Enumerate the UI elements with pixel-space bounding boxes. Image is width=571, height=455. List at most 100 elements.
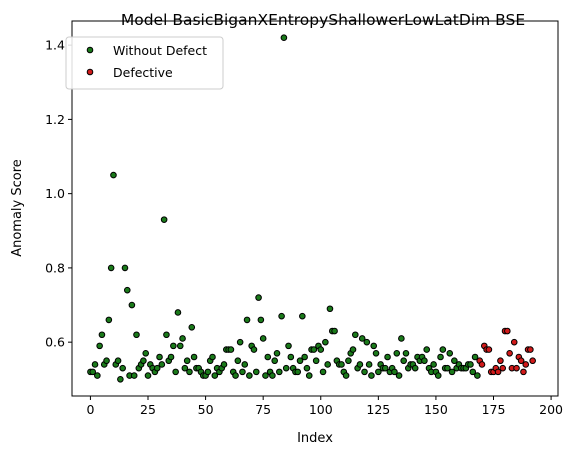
point-without-defect [444,364,451,372]
point-without-defect [282,364,290,372]
point-without-defect [324,361,331,368]
point-without-defect [434,372,442,379]
legend-box [65,36,224,90]
point-defective [506,350,513,357]
point-without-defect [365,361,373,368]
legend-marker-defective [86,68,94,76]
point-without-defect [391,368,398,376]
x-tick-label: 50 [198,402,214,417]
x-axis: 0 25 50 75 100 125 150 175 200 [86,396,563,417]
point-defective [510,338,518,346]
point-defective [522,361,530,368]
point-without-defect [227,346,235,353]
point-without-defect [398,335,405,342]
point-without-defect [278,312,285,320]
point-without-defect [172,368,179,376]
point-without-defect [94,372,101,379]
point-without-defect [204,368,212,376]
point-without-defect [179,335,186,342]
point-without-defect [262,372,269,379]
y-axis: 0.6 0.8 1.0 1.2 1.4 [45,38,72,350]
point-without-defect [384,353,391,361]
points-layer [87,34,536,383]
point-without-defect [239,368,246,376]
point-defective [485,346,493,353]
point-without-defect [400,357,407,365]
point-defective [520,368,527,376]
point-without-defect [211,372,219,379]
legend-label-defective: Defective [113,65,173,80]
point-without-defect [423,346,431,353]
point-without-defect [255,294,262,301]
y-axis-label: Anomaly Score [10,159,25,257]
point-without-defect [140,357,147,365]
point-without-defect [271,357,278,365]
point-without-defect [294,368,302,376]
point-without-defect [142,350,150,357]
point-without-defect [190,353,198,361]
point-without-defect [375,368,382,376]
point-without-defect [312,357,320,365]
x-tick-label: 75 [255,402,271,417]
point-without-defect [285,342,292,350]
point-without-defect [91,361,99,368]
point-without-defect [156,353,163,361]
x-tick-label: 100 [309,402,333,417]
point-without-defect [363,338,371,346]
point-without-defect [259,335,267,342]
point-without-defect [257,316,265,324]
x-tick-label: 150 [424,402,448,417]
point-without-defect [430,361,437,368]
point-without-defect [402,350,410,357]
point-without-defect [133,331,140,339]
point-without-defect [305,372,313,379]
point-without-defect [287,353,295,361]
point-without-defect [372,350,380,357]
point-without-defect [167,353,175,361]
point-without-defect [153,364,161,372]
point-without-defect [317,346,325,353]
point-defective [499,364,507,372]
point-defective [527,346,534,353]
point-without-defect [467,361,474,368]
point-without-defect [176,342,184,350]
point-without-defect [96,342,103,350]
legend-label-without-defect: Without Defect [113,43,207,58]
point-without-defect [276,368,283,376]
point-without-defect [395,372,403,379]
point-without-defect [243,316,251,324]
legend: Without Defect Defective [65,36,224,90]
point-without-defect [303,364,311,372]
chart-title: Model BasicBiganXEntropyShallowerLowLatD… [121,11,525,29]
point-without-defect [381,364,389,372]
point-without-defect [264,353,272,361]
point-without-defect [451,357,458,365]
point-without-defect [421,357,428,365]
point-defective [517,357,525,365]
point-without-defect [186,368,193,376]
y-tick-label: 0.8 [45,260,65,275]
y-tick-label: 1.4 [45,38,65,53]
point-without-defect [326,305,334,313]
point-without-defect [144,372,152,379]
point-without-defect [188,324,196,331]
point-without-defect [322,338,329,346]
point-without-defect [252,368,260,376]
plot-area-frame [71,20,559,397]
point-without-defect [121,264,129,272]
x-tick-label: 25 [140,402,156,417]
point-without-defect [446,350,454,357]
point-without-defect [158,361,166,368]
point-without-defect [160,216,168,223]
point-without-defect [110,171,117,179]
point-without-defect [123,286,131,294]
point-without-defect [236,338,244,346]
point-without-defect [273,350,281,357]
point-without-defect [319,368,327,376]
point-without-defect [299,312,306,320]
point-without-defect [163,331,170,339]
y-tick-label: 0.6 [45,335,65,350]
point-without-defect [183,357,191,365]
point-without-defect [234,357,242,365]
